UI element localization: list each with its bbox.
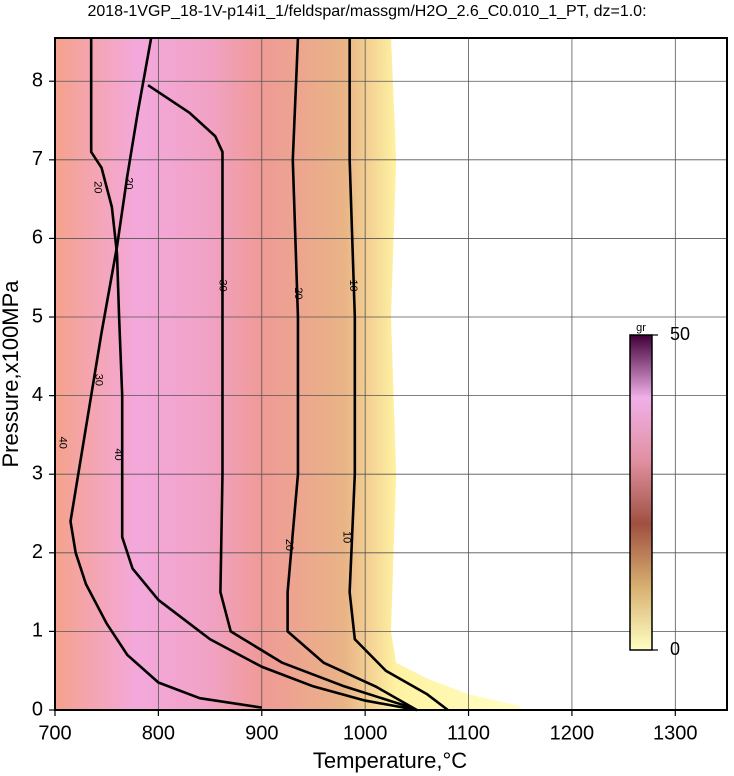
y-tick-label: 5	[32, 305, 43, 327]
x-tick-label: 1100	[447, 722, 490, 744]
y-tick-label: 3	[32, 462, 43, 484]
x-tick-label: 1300	[653, 722, 698, 744]
contour-line	[147, 84, 418, 712]
contour-label: 40	[112, 448, 124, 460]
x-tick-label: 900	[245, 722, 278, 744]
contour-line	[69, 37, 262, 709]
y-tick-label: 8	[32, 70, 43, 92]
contour-label: 10	[341, 531, 353, 543]
chart-title: 2018-1VGP_18-1V-p14i1_1/feldspar/massgm/…	[87, 3, 646, 20]
contour-label: 30	[217, 279, 229, 291]
contour-line	[115, 254, 418, 712]
colorbar-label: gr	[636, 322, 646, 334]
y-tick-label: 1	[32, 620, 43, 642]
contour-label: 40	[56, 437, 68, 449]
y-tick-label: 2	[32, 541, 43, 563]
contour-label: 20	[122, 177, 134, 189]
contour-label: 30	[93, 374, 105, 386]
y-tick-label: 0	[32, 698, 43, 720]
y-tick-label: 7	[32, 148, 43, 170]
contour-line	[286, 37, 418, 712]
y-axis-label: Pressure,x100MPa	[0, 280, 23, 468]
colorbar-tick-label: 50	[670, 324, 690, 344]
x-tick-label: 700	[38, 722, 71, 744]
x-tick-label: 800	[142, 722, 175, 744]
contour-label: 20	[91, 181, 103, 193]
contour-line	[348, 38, 449, 712]
x-tick-label: 1200	[550, 722, 595, 744]
contour-label: 10	[347, 279, 359, 291]
y-tick-label: 6	[32, 227, 43, 249]
contour-label: 20	[283, 539, 295, 551]
contour-label: 20	[292, 287, 304, 299]
colorbar	[629, 334, 653, 651]
y-tick-label: 4	[32, 384, 43, 406]
plot-frame	[54, 37, 728, 711]
x-axis-label: Temperature,°C	[313, 748, 467, 773]
field	[55, 38, 521, 710]
contour-line	[89, 38, 119, 255]
colorbar-tick-label: 0	[670, 639, 680, 659]
x-tick-label: 1000	[343, 722, 388, 744]
